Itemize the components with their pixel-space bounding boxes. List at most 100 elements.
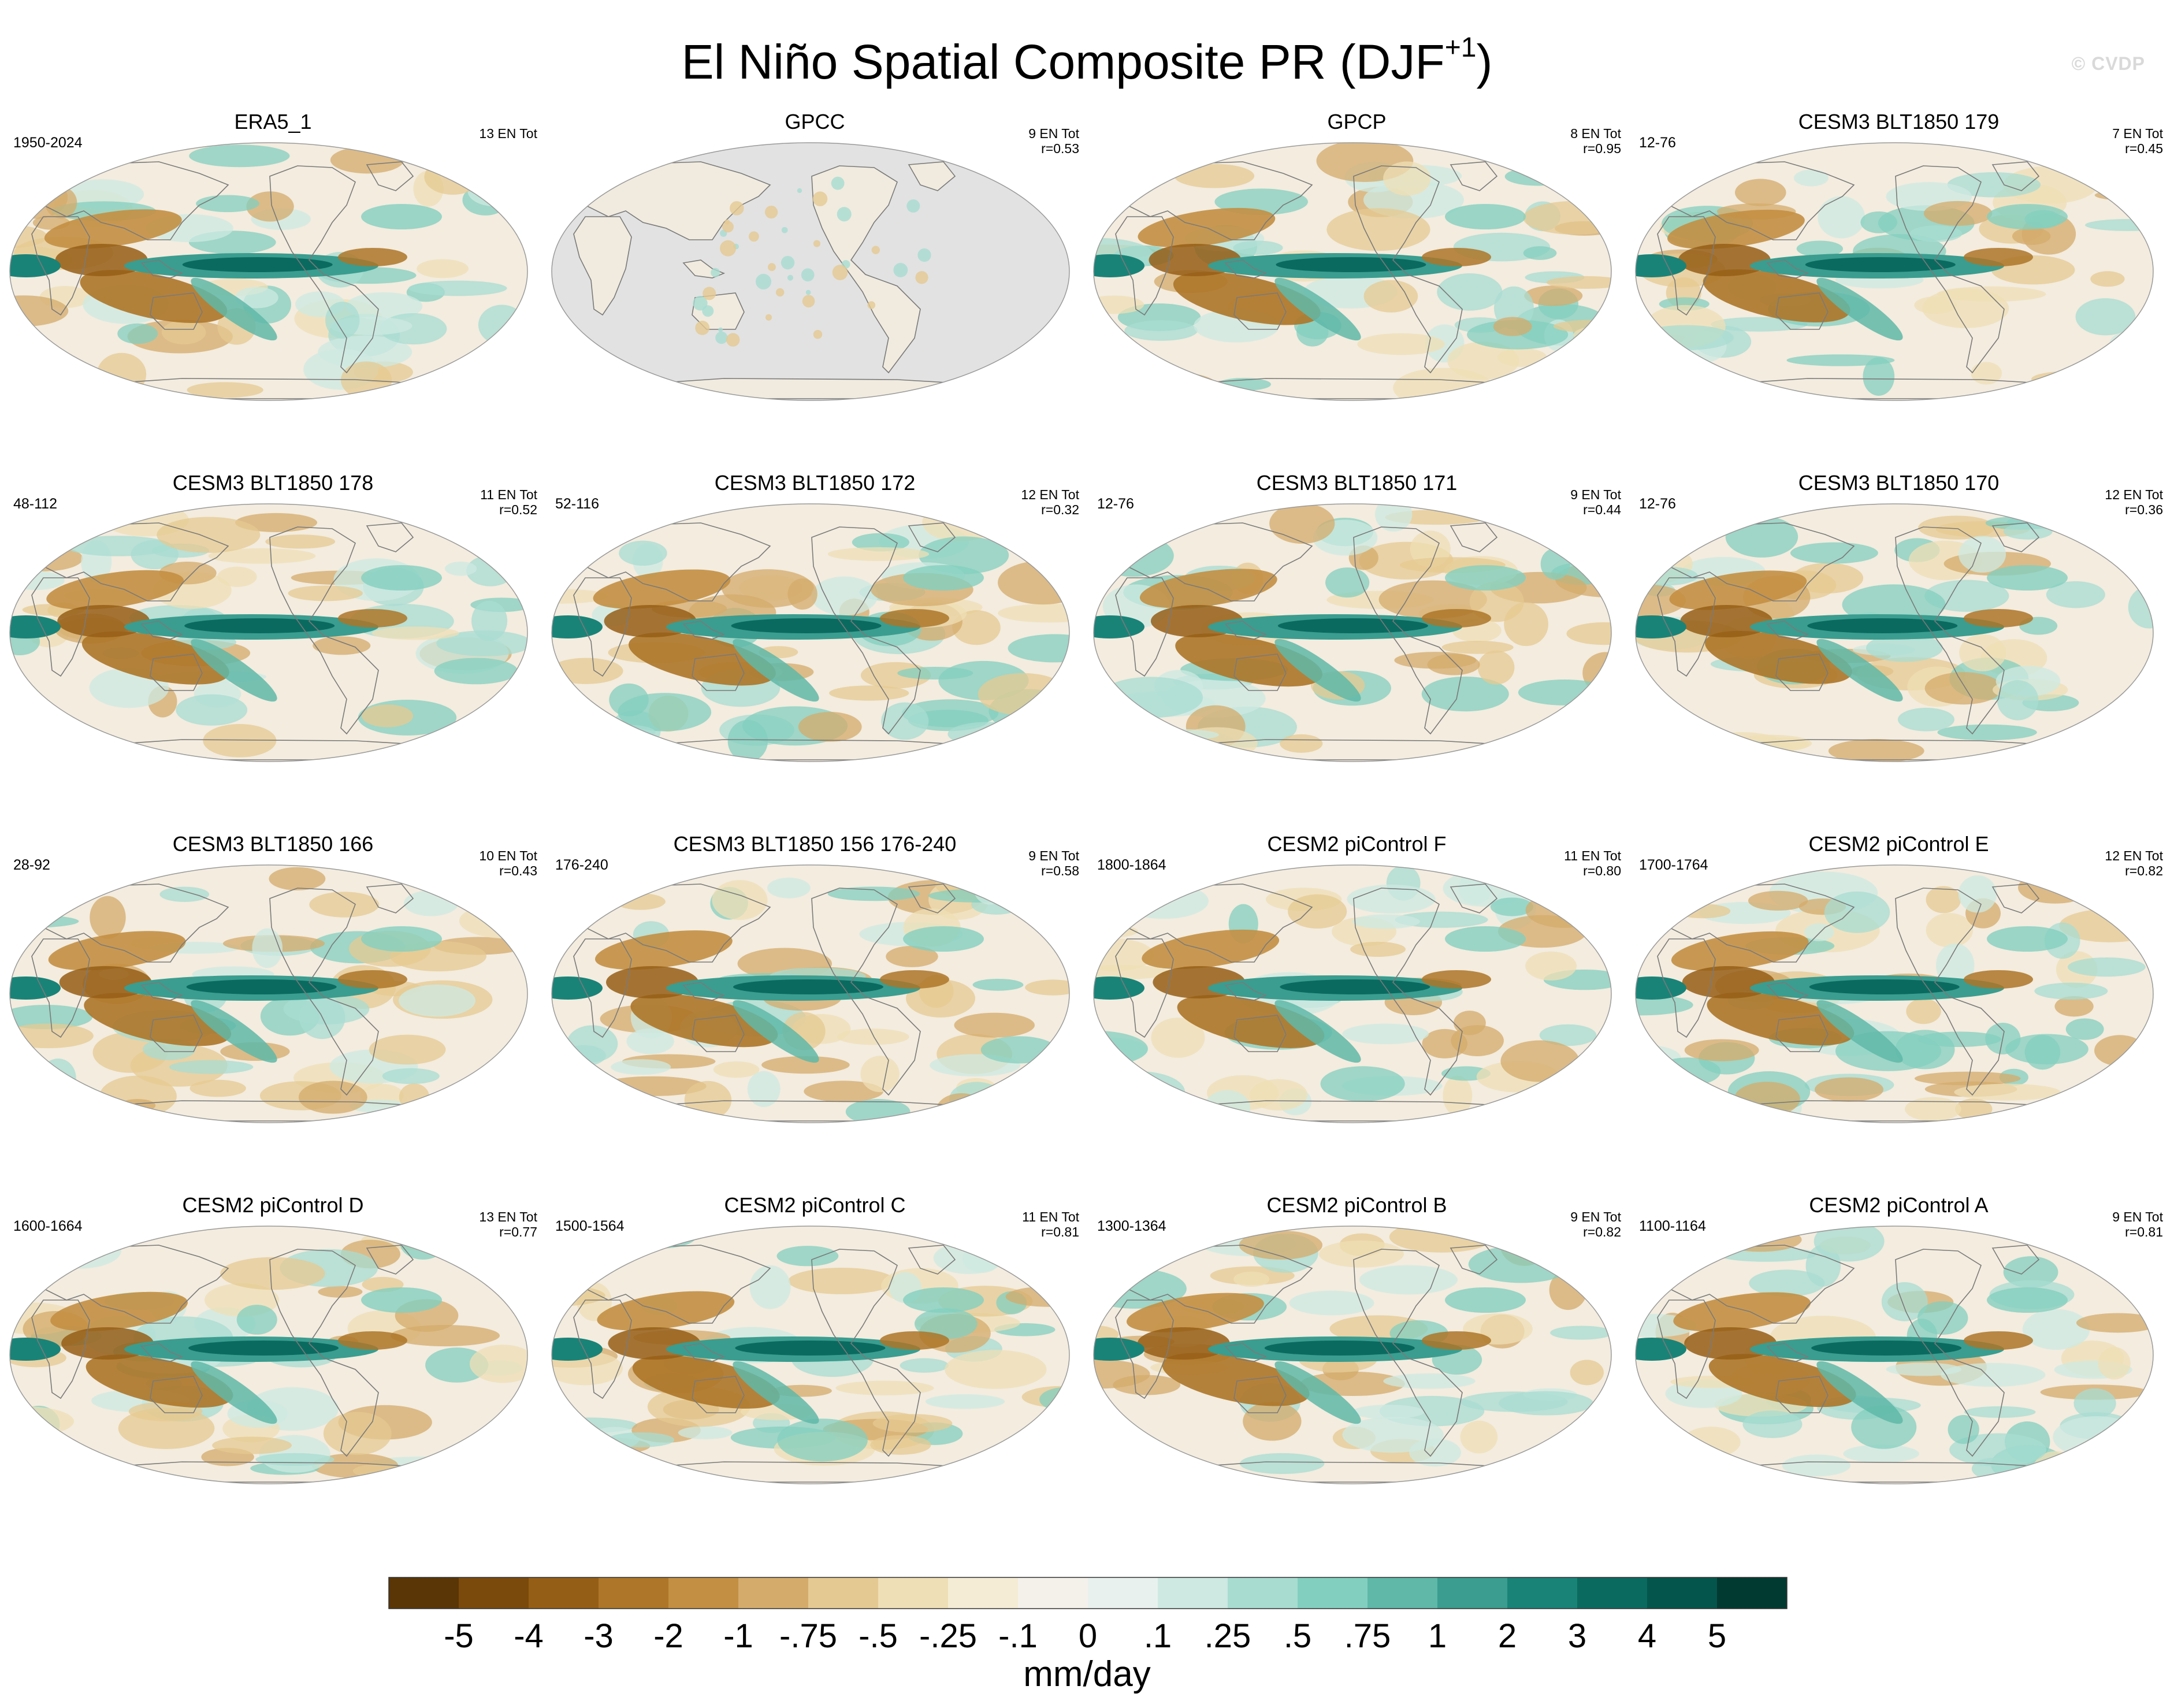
pattern-correlation: r=0.53 <box>1041 141 1079 156</box>
coastline-maritime <box>1224 259 1268 279</box>
panel-stats: 9 EN Tot r=0.81 <box>2112 1209 2163 1239</box>
equatorial-wet-core <box>1807 618 1958 633</box>
precip-anomaly-blob <box>1243 1402 1302 1441</box>
coastline-eurasia <box>1645 161 1855 240</box>
amazon-dry <box>1422 970 1491 989</box>
precip-composite-map <box>9 864 528 1123</box>
precip-composite-map <box>1093 503 1612 762</box>
pattern-correlation: r=0.82 <box>2125 863 2163 878</box>
spcz-wet-band <box>1816 277 1903 341</box>
precip-anomaly-blob <box>1490 897 1533 916</box>
north-atlantic-wet <box>1445 1287 1526 1313</box>
maritime-dry-core <box>1137 1327 1230 1360</box>
precip-anomaly-blob <box>2096 354 2153 376</box>
panel-title: CESM3 BLT1850 178 <box>172 471 374 495</box>
panel-years: 1500-1564 <box>555 1218 625 1234</box>
precip-anomaly-blob <box>712 880 768 920</box>
spcz-wet-band <box>1816 1000 1903 1063</box>
precip-anomaly-blob <box>208 548 316 564</box>
precip-composite-map <box>1635 503 2154 762</box>
map-frame <box>1093 864 1612 1123</box>
coastline-eurasia <box>562 522 771 601</box>
precip-anomaly-blob <box>1749 1269 1825 1297</box>
precip-anomaly-blob <box>1269 504 1335 544</box>
colorbar-tick-label: .1 <box>1143 1617 1172 1655</box>
precip-anomaly-blob <box>235 287 278 309</box>
coastline-americas <box>269 888 379 1096</box>
precip-anomaly-blob <box>34 1231 105 1244</box>
precip-anomaly-blob <box>196 195 259 213</box>
pattern-correlation: r=0.95 <box>1583 141 1621 156</box>
pattern-correlation: r=0.32 <box>1041 502 1079 517</box>
map-panel: CESM3 BLT1850 170 12-76 12 EN Tot r=0.36 <box>1629 471 2169 832</box>
equatorial-wet-core <box>1280 979 1430 994</box>
amazon-dry <box>338 609 407 627</box>
panel-stats: 12 EN Tot r=0.32 <box>1021 487 1079 517</box>
indian-ocean-wet <box>1094 1338 1144 1361</box>
precip-anomaly-blob <box>1560 1226 1611 1263</box>
precip-anomaly-blob <box>471 600 508 641</box>
coastline-greenland <box>1450 522 1498 552</box>
north-dry-band <box>1142 929 1280 970</box>
map-frame <box>1635 142 2154 401</box>
el-nino-event-count: 8 EN Tot <box>1570 126 1621 141</box>
precip-composite-map <box>9 1226 528 1484</box>
precip-anomaly-blob <box>1363 280 1418 313</box>
map-panel: CESM2 piControl A 1100-1164 9 EN Tot r=0.81 <box>1629 1193 2169 1554</box>
coastline-eurasia <box>1645 522 1855 601</box>
precip-anomaly-blob <box>747 1071 781 1107</box>
coastline-greenland <box>908 522 956 552</box>
coastline-greenland <box>1991 522 2040 552</box>
precip-anomaly-blob <box>400 1226 447 1260</box>
coastline-eurasia <box>1103 161 1313 240</box>
precip-anomaly-blob <box>1924 672 2002 705</box>
precip-anomaly-blob <box>1533 1457 1595 1470</box>
precip-anomaly-blob <box>1636 584 1686 617</box>
precip-anomaly-blob <box>1659 1455 1692 1484</box>
colorbar-swatch <box>1018 1577 1088 1609</box>
north-atlantic-wet <box>361 204 442 229</box>
precip-anomaly-blob <box>2065 1018 2104 1040</box>
precip-anomaly-blob <box>2088 1094 2153 1115</box>
pattern-correlation: r=0.58 <box>1041 863 1079 878</box>
colorbar-swatch <box>459 1577 529 1609</box>
colorbar-tick-label: -2 <box>653 1617 683 1655</box>
colorbar-swatch <box>1367 1577 1438 1609</box>
precip-anomaly-blob <box>1545 710 1611 754</box>
precip-anomaly-blob <box>64 536 172 556</box>
coastline-africa <box>31 577 90 677</box>
precip-anomaly-blob <box>2017 871 2093 904</box>
colorbar-swatch <box>1228 1577 1298 1609</box>
precip-anomaly-blob <box>837 1028 909 1045</box>
el-nino-event-count: 11 EN Tot <box>1022 1209 1079 1224</box>
coastline-maritime <box>140 259 184 279</box>
el-nino-event-count: 12 EN Tot <box>2105 487 2163 502</box>
precip-anomaly-blob <box>10 508 60 549</box>
precip-anomaly-blob <box>1128 718 1169 741</box>
south-dry-band <box>1703 269 1850 323</box>
precip-anomaly-blob <box>1443 1075 1473 1116</box>
precip-anomaly-blob <box>2080 143 2153 176</box>
map-panel: CESM2 piControl B 1300-1364 9 EN Tot r=0.82 <box>1087 1193 1627 1554</box>
coastline-americas <box>1353 888 1463 1096</box>
coastline-maritime <box>1224 982 1268 1001</box>
precip-composite-map <box>1093 864 1612 1123</box>
precip-anomaly-blob <box>749 1265 791 1309</box>
map-frame <box>551 503 1070 762</box>
land-precip-cell <box>837 207 852 222</box>
precip-anomaly-blob <box>458 363 527 392</box>
coastline-eurasia <box>1103 1245 1313 1324</box>
map-frame <box>1093 142 1612 401</box>
north-dry-band <box>50 1291 188 1331</box>
indian-ocean-wet <box>1094 615 1144 638</box>
map-frame <box>1635 1226 2154 1484</box>
precip-anomaly-blob <box>1924 580 2009 612</box>
coastline-americas <box>1353 165 1463 374</box>
precip-anomaly-blob <box>1906 998 1941 1024</box>
pattern-correlation: r=0.82 <box>1583 1224 1621 1239</box>
precip-anomaly-blob <box>552 1092 645 1116</box>
pattern-correlation: r=0.80 <box>1583 863 1621 878</box>
panel-title: CESM3 BLT1850 156 176-240 <box>673 832 957 856</box>
precip-anomaly-blob <box>952 610 1001 645</box>
pattern-correlation: r=0.45 <box>2125 141 2163 156</box>
